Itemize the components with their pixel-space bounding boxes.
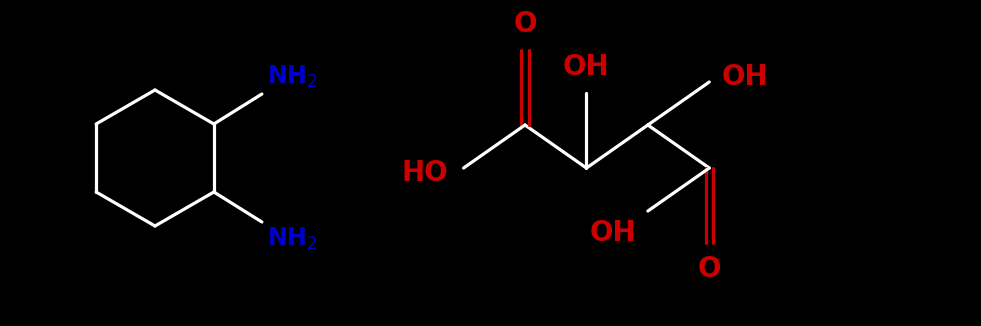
Text: NH$_2$: NH$_2$: [267, 226, 317, 252]
Text: O: O: [513, 10, 537, 38]
Text: HO: HO: [402, 159, 448, 187]
Text: OH: OH: [563, 53, 610, 81]
Text: NH$_2$: NH$_2$: [267, 64, 317, 90]
Text: OH: OH: [721, 63, 768, 91]
Text: OH: OH: [590, 219, 636, 247]
Text: O: O: [697, 255, 721, 283]
